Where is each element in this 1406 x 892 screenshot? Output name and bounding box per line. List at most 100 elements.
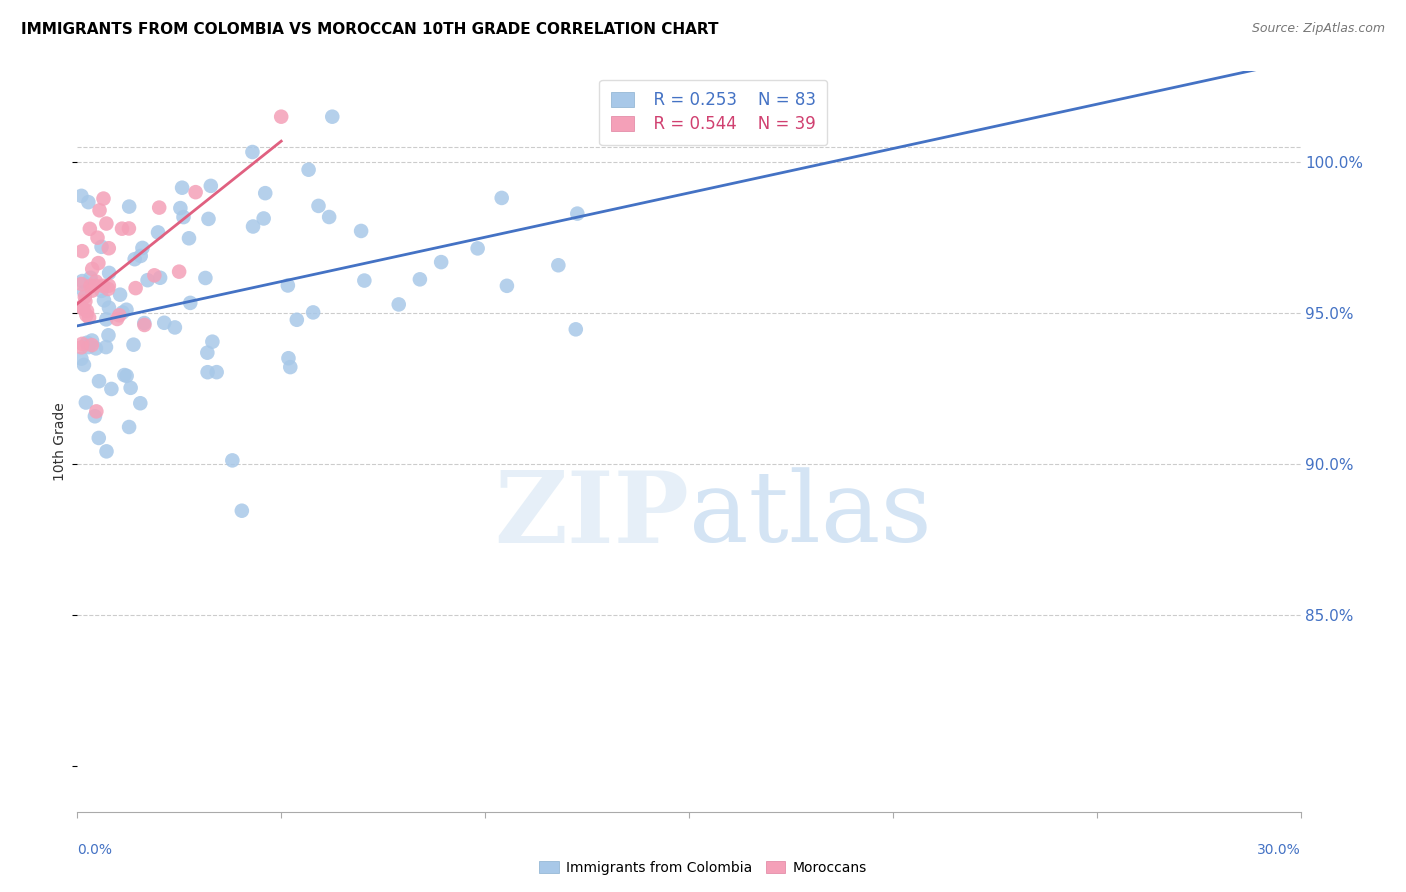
Point bbox=[83, 409, 105, 424]
Point bbox=[242, 145, 264, 159]
Point bbox=[80, 338, 103, 352]
Text: ZIP: ZIP bbox=[494, 467, 689, 564]
Point bbox=[90, 240, 112, 254]
Point bbox=[84, 275, 107, 289]
Point bbox=[134, 318, 156, 332]
Point bbox=[321, 110, 343, 124]
Point bbox=[80, 334, 103, 348]
Point bbox=[70, 277, 93, 291]
Point bbox=[75, 294, 97, 309]
Point bbox=[77, 195, 100, 210]
Point bbox=[82, 262, 104, 277]
Point bbox=[200, 178, 222, 193]
Point bbox=[491, 191, 513, 205]
Text: IMMIGRANTS FROM COLOMBIA VS MOROCCAN 10TH GRADE CORRELATION CHART: IMMIGRANTS FROM COLOMBIA VS MOROCCAN 10T… bbox=[21, 22, 718, 37]
Point bbox=[86, 404, 108, 418]
Point bbox=[277, 278, 299, 293]
Point bbox=[97, 241, 120, 255]
Point bbox=[93, 192, 115, 206]
Point bbox=[118, 200, 141, 214]
Point bbox=[409, 272, 432, 286]
Point bbox=[124, 252, 146, 267]
Legend:   R = 0.253    N = 83,   R = 0.544    N = 39: R = 0.253 N = 83, R = 0.544 N = 39 bbox=[599, 79, 827, 145]
Point bbox=[108, 308, 131, 322]
Point bbox=[131, 241, 153, 255]
Point bbox=[96, 312, 118, 326]
Point bbox=[129, 396, 152, 410]
Point bbox=[97, 328, 120, 343]
Point bbox=[70, 340, 93, 354]
Point bbox=[73, 290, 96, 304]
Point bbox=[111, 305, 134, 319]
Point bbox=[350, 224, 373, 238]
Legend: Immigrants from Colombia, Moroccans: Immigrants from Colombia, Moroccans bbox=[534, 855, 872, 880]
Point bbox=[87, 374, 110, 388]
Point bbox=[98, 266, 121, 280]
Point bbox=[82, 284, 104, 298]
Point bbox=[242, 219, 264, 234]
Point bbox=[120, 381, 142, 395]
Point bbox=[124, 281, 146, 295]
Point bbox=[285, 312, 308, 326]
Point bbox=[308, 199, 330, 213]
Point bbox=[100, 382, 122, 396]
Point bbox=[93, 293, 115, 308]
Point bbox=[129, 249, 152, 263]
Point bbox=[430, 255, 453, 269]
Point bbox=[76, 304, 98, 318]
Point bbox=[547, 258, 569, 272]
Point bbox=[177, 231, 200, 245]
Point bbox=[194, 271, 217, 285]
Point bbox=[173, 210, 195, 224]
Point bbox=[91, 278, 114, 293]
Point bbox=[254, 186, 277, 201]
Point bbox=[97, 301, 120, 315]
Point bbox=[201, 334, 224, 349]
Text: atlas: atlas bbox=[689, 467, 932, 564]
Point bbox=[75, 395, 97, 409]
Point bbox=[111, 221, 134, 235]
Point bbox=[77, 310, 100, 325]
Point bbox=[153, 316, 176, 330]
Point bbox=[70, 244, 93, 259]
Point bbox=[278, 360, 301, 375]
Text: 0.0%: 0.0% bbox=[77, 843, 112, 857]
Point bbox=[84, 278, 107, 293]
Point bbox=[197, 211, 219, 226]
Point bbox=[79, 270, 101, 285]
Point bbox=[231, 504, 253, 518]
Point bbox=[115, 368, 138, 383]
Point bbox=[388, 297, 411, 311]
Point bbox=[118, 221, 141, 235]
Text: Source: ZipAtlas.com: Source: ZipAtlas.com bbox=[1251, 22, 1385, 36]
Point bbox=[73, 358, 96, 372]
Point bbox=[163, 320, 186, 334]
Point bbox=[167, 265, 190, 279]
Point bbox=[96, 217, 118, 231]
Point bbox=[70, 300, 93, 314]
Point bbox=[108, 287, 131, 301]
Point bbox=[97, 278, 120, 293]
Point bbox=[195, 345, 218, 359]
Point bbox=[221, 453, 243, 467]
Point bbox=[149, 270, 172, 285]
Point bbox=[94, 340, 117, 354]
Point bbox=[270, 110, 292, 124]
Point bbox=[97, 282, 120, 296]
Point bbox=[75, 308, 97, 322]
Point bbox=[72, 274, 94, 288]
Point bbox=[70, 189, 93, 203]
Point bbox=[112, 368, 135, 382]
Point bbox=[467, 241, 489, 255]
Point bbox=[184, 185, 207, 199]
Point bbox=[136, 273, 159, 287]
Point bbox=[172, 180, 194, 194]
Point bbox=[353, 274, 375, 288]
Point bbox=[122, 337, 145, 351]
Point bbox=[115, 302, 138, 317]
Point bbox=[205, 365, 228, 379]
Point bbox=[685, 110, 707, 124]
Point bbox=[118, 420, 141, 434]
Point bbox=[302, 305, 325, 319]
Point bbox=[70, 351, 93, 366]
